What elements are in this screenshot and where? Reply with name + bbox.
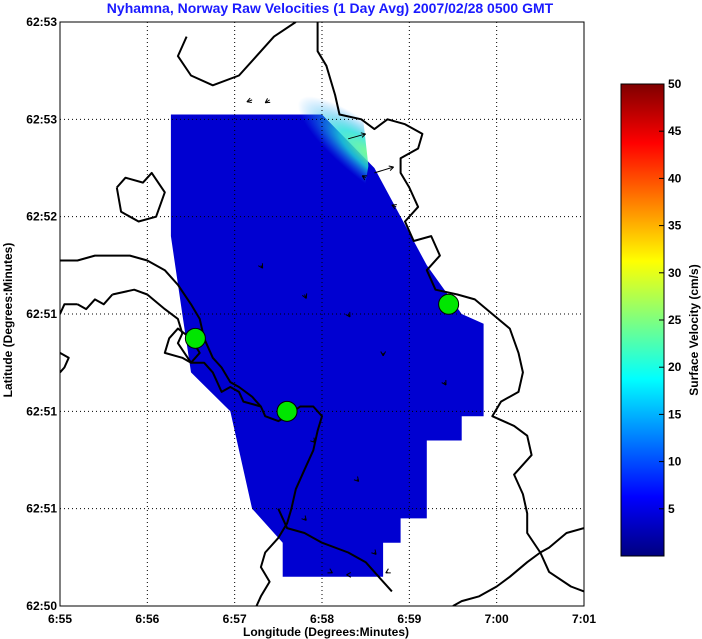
x-tick-label: 6:58 <box>310 612 334 626</box>
station-marker <box>438 293 460 315</box>
vector-head <box>258 265 263 269</box>
coastline <box>60 303 78 315</box>
vector-head <box>357 476 360 482</box>
velocity-vector <box>374 165 394 174</box>
vector-head <box>388 165 394 168</box>
y-tick-label: 62:50 <box>26 599 57 613</box>
station-marker <box>184 327 206 349</box>
chart-title: Nyhamna, Norway Raw Velocities (1 Day Av… <box>107 0 554 16</box>
vector-head <box>374 549 377 555</box>
y-tick-label: 62:53 <box>26 112 57 126</box>
vector-head <box>361 175 366 181</box>
velocity-field <box>170 114 484 577</box>
vector-head <box>346 574 352 578</box>
vector-head <box>353 479 359 482</box>
velocity-vector <box>246 97 253 104</box>
x-axis-label: Longitude (Degrees:Minutes) <box>243 625 409 639</box>
x-tick-label: 6:55 <box>48 612 72 626</box>
vector-head <box>382 351 386 357</box>
plot-frame <box>59 21 585 607</box>
vector-head <box>310 440 316 443</box>
vector-head <box>304 515 307 521</box>
coastline <box>452 527 584 606</box>
vector-head <box>301 518 307 521</box>
vector-head <box>380 351 384 357</box>
velocity-vector <box>348 132 367 140</box>
velocity-vector <box>264 98 271 104</box>
colorbar-tick-label: 15 <box>668 407 682 421</box>
coastline <box>77 293 114 311</box>
x-tick-label: 7:00 <box>485 612 509 626</box>
vector-head <box>391 204 396 210</box>
coastline <box>163 327 201 364</box>
y-tick-label: 62:52 <box>26 210 57 224</box>
velocity-vector <box>258 263 264 269</box>
colorbar-tick-label: 45 <box>668 124 682 138</box>
velocity-vector <box>353 476 360 482</box>
colorbar-tick-label: 5 <box>668 502 675 516</box>
colorbar-tick-label: 10 <box>668 455 682 469</box>
vector-head <box>301 295 307 299</box>
vector-head <box>329 568 333 574</box>
vector-head <box>345 313 351 318</box>
velocity-vector <box>345 311 351 318</box>
vector-head <box>313 437 316 443</box>
velocity-vector <box>371 549 377 555</box>
x-tick-label: 6:57 <box>223 612 247 626</box>
colorbar-gradient <box>620 83 665 557</box>
coastline <box>277 508 393 593</box>
colorbar-tick-label: 50 <box>668 77 682 91</box>
y-axis-label: Latitude (Degrees:Minutes) <box>1 243 15 398</box>
velocity-vector <box>310 437 316 443</box>
velocity-vector <box>301 515 307 521</box>
coastline <box>60 254 323 606</box>
coastline <box>112 288 262 408</box>
vector-head <box>360 132 366 135</box>
y-tick-label: 62:51 <box>26 502 57 516</box>
x-tick-label: 6:56 <box>135 612 159 626</box>
colorbar-label: Surface Velocity (cm/s) <box>687 264 701 395</box>
vector-head <box>441 382 447 386</box>
vector-head <box>385 568 389 574</box>
velocity-vector <box>301 293 308 299</box>
colorbar-tick-label: 35 <box>668 219 682 233</box>
vector-shaft <box>348 133 366 140</box>
velocity-vector <box>391 204 397 210</box>
coastline <box>60 352 70 374</box>
vector-head <box>246 101 252 104</box>
colorbar-tick-label: 25 <box>668 313 682 327</box>
colorbar-tick-label: 40 <box>668 171 682 185</box>
coastline <box>176 22 297 87</box>
velocity-vector <box>385 568 391 574</box>
velocity-vector <box>361 175 368 181</box>
station-marker <box>276 400 298 422</box>
vector-head <box>246 97 251 103</box>
colorbar: 5 10 15 20 25 30 35 40 45 50 <box>620 77 682 557</box>
coastline <box>115 171 166 223</box>
velocity-vector <box>346 572 352 578</box>
y-tick-label: 62:51 <box>26 404 57 418</box>
velocity-vector <box>327 568 333 574</box>
colorbar-tick-label: 30 <box>668 266 682 280</box>
vector-head <box>389 166 394 171</box>
x-tick-label: 6:59 <box>397 612 421 626</box>
vector-head <box>264 98 268 104</box>
y-tick-label: 62:53 <box>26 15 57 29</box>
velocity-vector <box>441 380 447 386</box>
vector-shaft <box>374 166 394 174</box>
y-tick-label: 62:51 <box>26 307 57 321</box>
colorbar-tick-label: 20 <box>668 360 682 374</box>
vector-head <box>371 552 377 555</box>
velocity-vector <box>380 351 386 357</box>
coastline <box>316 22 584 593</box>
vector-head <box>346 572 352 576</box>
vector-head <box>361 133 367 138</box>
x-tick-label: 7:01 <box>572 612 596 626</box>
